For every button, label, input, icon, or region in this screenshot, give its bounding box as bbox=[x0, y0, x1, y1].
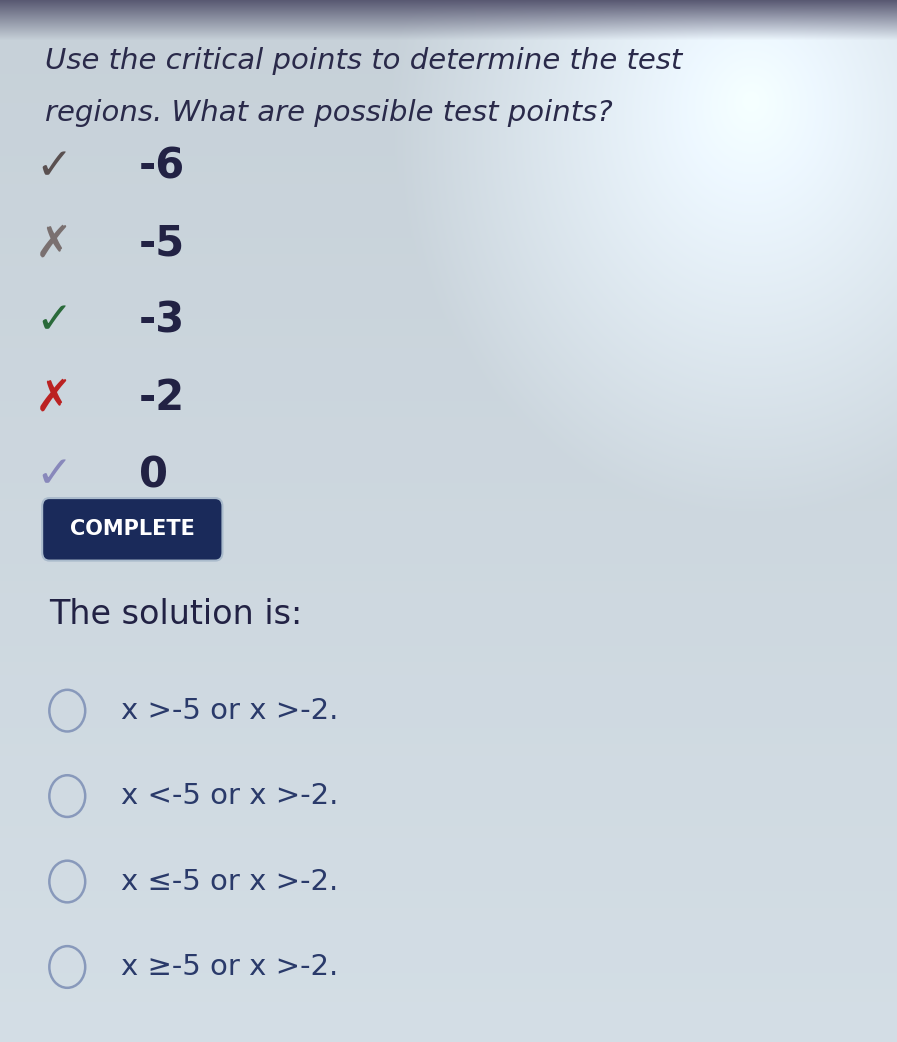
Text: x ≥-5 or x >-2.: x ≥-5 or x >-2. bbox=[121, 953, 338, 981]
Text: regions. What are possible test points?: regions. What are possible test points? bbox=[45, 99, 613, 127]
Text: COMPLETE: COMPLETE bbox=[70, 519, 195, 540]
Text: -3: -3 bbox=[139, 300, 186, 342]
Text: x ≤-5 or x >-2.: x ≤-5 or x >-2. bbox=[121, 868, 338, 895]
Text: ✓: ✓ bbox=[35, 453, 73, 497]
Text: ✗: ✗ bbox=[35, 222, 73, 266]
Text: -2: -2 bbox=[139, 377, 185, 419]
Text: -5: -5 bbox=[139, 223, 185, 265]
Text: 0: 0 bbox=[139, 454, 168, 496]
Text: ✗: ✗ bbox=[35, 376, 73, 420]
Text: ✓: ✓ bbox=[35, 145, 73, 189]
Text: x <-5 or x >-2.: x <-5 or x >-2. bbox=[121, 783, 338, 810]
Text: Use the critical points to determine the test: Use the critical points to determine the… bbox=[45, 47, 682, 75]
Text: ✓: ✓ bbox=[35, 299, 73, 343]
Text: The solution is:: The solution is: bbox=[49, 598, 302, 631]
Text: x >-5 or x >-2.: x >-5 or x >-2. bbox=[121, 697, 338, 724]
FancyBboxPatch shape bbox=[42, 498, 222, 561]
Text: -6: -6 bbox=[139, 146, 186, 188]
